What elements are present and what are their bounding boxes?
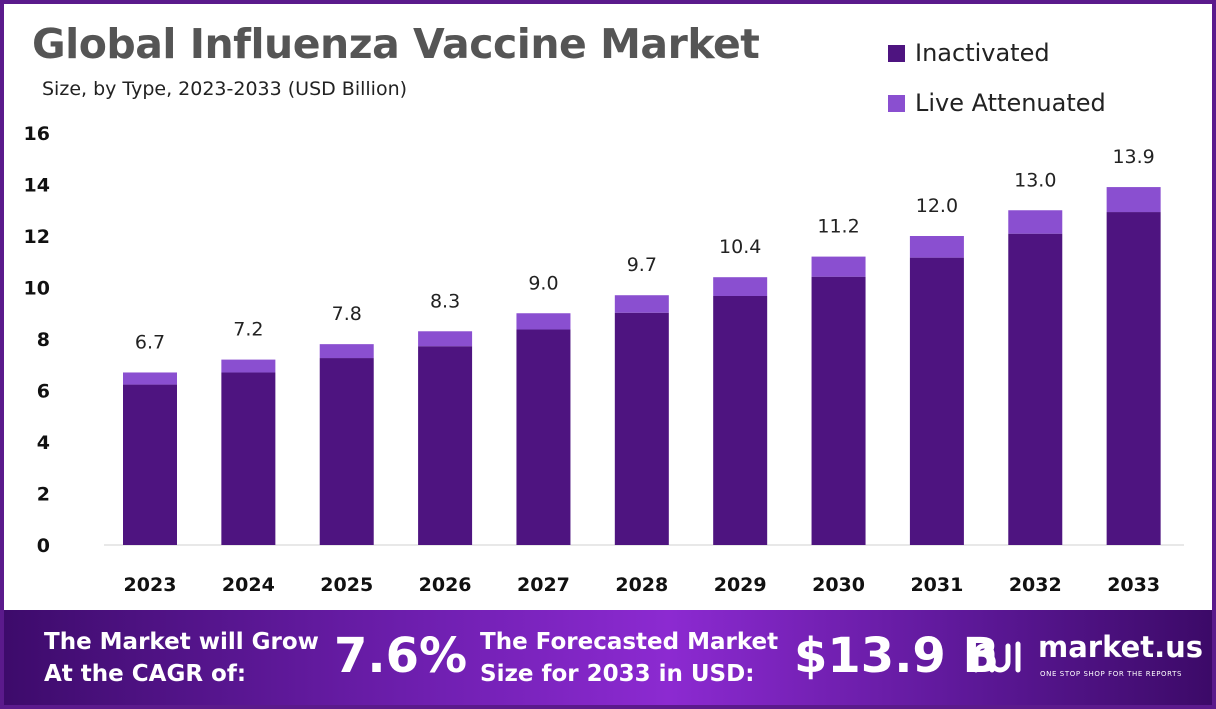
x-tick-label: 2031	[910, 574, 963, 596]
bar-total-label: 6.7	[135, 331, 165, 353]
cagr-label-line1: The Market will Grow	[44, 629, 319, 655]
x-tick-label: 2027	[517, 574, 570, 596]
x-tick-label: 2026	[419, 574, 472, 596]
chart-legend: Inactivated Live Attenuated	[888, 28, 1106, 128]
x-tick-label: 2023	[124, 574, 177, 596]
bar-inactivated	[614, 312, 669, 545]
bar-total-label: 10.4	[719, 236, 761, 258]
x-tick-label: 2033	[1107, 574, 1160, 596]
bar-live-attenuated	[221, 359, 276, 373]
legend-swatch-live-attenuated	[888, 94, 905, 112]
bar-total-label: 13.9	[1112, 146, 1154, 168]
bar-live-attenuated	[1106, 187, 1161, 213]
bar-total-label: 9.0	[528, 272, 558, 294]
x-tick-label: 2030	[812, 574, 865, 596]
bar-inactivated	[319, 358, 374, 545]
forecast-label-line1: The Forecasted Market	[480, 629, 779, 655]
bar-chart: 0 2 4 6 8 10 12 14 16 6.7 2023 7.2 2024 7.8 2025 8.3 202…	[24, 123, 1184, 596]
y-tick-label: 6	[37, 381, 50, 403]
bar-live-attenuated	[516, 313, 571, 330]
cagr-value: 7.6%	[334, 628, 468, 684]
y-tick-label: 2	[37, 484, 50, 506]
bar-live-attenuated	[319, 344, 374, 359]
cagr-label: The Market will Grow At the CAGR of:	[44, 626, 319, 690]
bar-live-attenuated	[123, 372, 177, 385]
y-tick-label: 10	[24, 278, 50, 300]
chart-subtitle: Size, by Type, 2023-2033 (USD Billion)	[42, 78, 408, 100]
market-us-logo-icon	[973, 641, 1021, 673]
bar-live-attenuated	[909, 236, 964, 258]
chart-title: Global Influenza Vaccine Market	[32, 20, 760, 68]
bar-inactivated	[418, 346, 473, 545]
bar-inactivated	[516, 329, 571, 545]
bar-inactivated	[1008, 233, 1063, 545]
brand-name: market.us	[1038, 630, 1204, 664]
y-tick-label: 4	[37, 432, 50, 454]
legend-label-inactivated: Inactivated	[915, 39, 1050, 67]
bar-inactivated	[811, 276, 866, 545]
y-tick-label: 14	[24, 175, 50, 197]
bar-total-label: 7.8	[332, 303, 362, 325]
forecast-label: The Forecasted Market Size for 2033 in U…	[480, 626, 778, 690]
legend-label-live-attenuated: Live Attenuated	[915, 89, 1106, 117]
bar-inactivated	[1106, 212, 1161, 546]
footer-banner: The Market will Grow At the CAGR of: 7.6…	[4, 610, 1212, 705]
y-tick-label: 16	[24, 123, 50, 145]
brand-tagline: ONE STOP SHOP FOR THE REPORTS	[1040, 670, 1183, 678]
bar-live-attenuated	[811, 256, 866, 277]
x-tick-label: 2025	[320, 574, 373, 596]
bar-total-label: 13.0	[1014, 169, 1056, 191]
y-tick-label: 0	[37, 535, 50, 557]
bar-total-label: 9.7	[627, 254, 657, 276]
bar-total-label: 11.2	[817, 216, 859, 238]
bar-total-label: 7.2	[233, 319, 263, 341]
bar-live-attenuated	[418, 331, 473, 347]
legend-item-live-attenuated: Live Attenuated	[888, 78, 1106, 128]
bar-total-label: 8.3	[430, 290, 460, 312]
bar-inactivated	[713, 295, 768, 545]
x-tick-label: 2029	[714, 574, 767, 596]
x-tick-label: 2032	[1009, 574, 1062, 596]
legend-item-inactivated: Inactivated	[888, 28, 1106, 78]
bar-inactivated	[909, 257, 964, 545]
bar-live-attenuated	[614, 295, 669, 313]
y-tick-label: 12	[24, 226, 50, 248]
bar-total-label: 12.0	[916, 195, 958, 217]
bar-inactivated	[123, 384, 177, 545]
y-tick-label: 8	[37, 329, 50, 351]
bar-inactivated	[221, 372, 276, 545]
forecast-value: $13.9 B	[794, 628, 1000, 684]
forecast-label-line2: Size for 2033 in USD:	[480, 661, 755, 687]
cagr-label-line2: At the CAGR of:	[44, 661, 247, 687]
x-tick-label: 2024	[222, 574, 275, 596]
bar-live-attenuated	[713, 277, 768, 296]
x-tick-label: 2028	[615, 574, 668, 596]
legend-swatch-inactivated	[888, 44, 905, 62]
bar-live-attenuated	[1008, 210, 1063, 234]
